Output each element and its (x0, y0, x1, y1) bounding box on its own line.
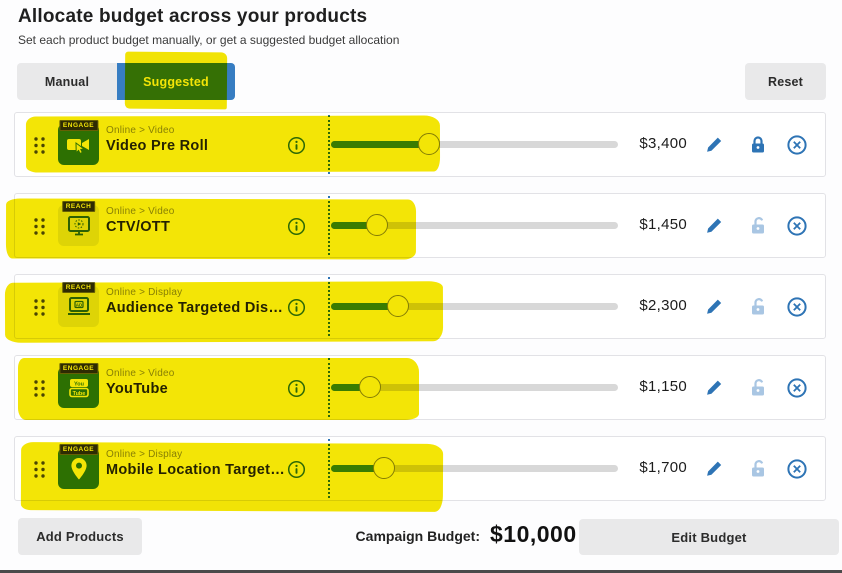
product-name: Mobile Location Target… (106, 462, 286, 478)
page-subtitle: Set each product budget manually, or get… (18, 33, 400, 47)
drag-handle-icon[interactable] (32, 298, 48, 317)
window-bottom-edge (0, 570, 842, 573)
info-icon[interactable] (287, 379, 306, 398)
remove-x-circle-icon[interactable] (786, 134, 808, 156)
budget-value: $2,300 (639, 297, 687, 314)
slider-fill (331, 133, 440, 155)
product-row: REACH Online > Video CTV/OTT $1,450 (14, 193, 826, 258)
lock-icon[interactable] (747, 377, 769, 399)
remove-x-circle-icon[interactable] (786, 215, 808, 237)
remove-x-circle-icon[interactable] (786, 377, 808, 399)
svg-text:You: You (74, 381, 84, 387)
product-name: CTV/OTT (106, 219, 171, 235)
youtube-icon: You Tube (67, 376, 91, 400)
remove-x-circle-icon[interactable] (786, 458, 808, 480)
campaign-budget-value: $10,000 (490, 521, 577, 547)
slider-handle[interactable] (358, 376, 381, 398)
budget-value: $1,450 (639, 216, 687, 233)
edit-pencil-icon[interactable] (703, 215, 725, 237)
edit-budget-button[interactable]: Edit Budget (579, 519, 839, 555)
slider-fill (331, 457, 396, 479)
engage-badge: ENGAGE (58, 444, 99, 455)
location-pin-icon (69, 457, 89, 481)
drag-handle-icon[interactable] (32, 217, 48, 236)
slider-fill (331, 214, 388, 236)
engage-badge: ENGAGE (58, 363, 99, 374)
budget-slider[interactable] (331, 295, 618, 317)
slider-handle[interactable] (417, 133, 440, 155)
lock-icon[interactable] (747, 215, 769, 237)
campaign-budget-label: Campaign Budget: (355, 528, 480, 544)
product-icon-tile: ENGAGE (58, 120, 99, 165)
product-name: Audience Targeted Dis… (106, 300, 284, 316)
info-icon[interactable] (287, 460, 306, 479)
lock-icon[interactable] (747, 458, 769, 480)
engage-badge: ENGAGE (58, 120, 99, 131)
budget-slider[interactable] (331, 133, 618, 155)
drag-handle-icon[interactable] (32, 460, 48, 479)
product-icon-tile: ENGAGE You Tube (58, 363, 99, 408)
product-row: REACH AD Online > Display Audience Targe… (14, 274, 826, 339)
reach-badge: REACH (61, 201, 96, 212)
remove-x-circle-icon[interactable] (786, 296, 808, 318)
laptop-ad-icon: AD (66, 296, 92, 318)
info-icon[interactable] (287, 298, 306, 317)
budget-divider-dotted-line (328, 277, 330, 336)
tv-play-icon (67, 215, 91, 237)
budget-value: $3,400 (639, 135, 687, 152)
svg-text:AD: AD (75, 302, 82, 307)
svg-text:Tube: Tube (72, 390, 85, 396)
budget-slider[interactable] (331, 214, 618, 236)
video-camera-icon (66, 134, 92, 156)
product-row: ENGAGE Online > Display Mobile Location … (14, 436, 826, 501)
product-icon-tile: REACH (58, 201, 99, 246)
info-icon[interactable] (287, 136, 306, 155)
product-row: ENGAGE You Tube Online > Video You Tube $1… (14, 355, 826, 420)
lock-icon[interactable] (747, 134, 769, 156)
edit-pencil-icon[interactable] (703, 458, 725, 480)
product-category: Online > Video (106, 206, 175, 217)
budget-divider-dotted-line (328, 358, 330, 417)
product-category: Online > Display (106, 449, 183, 460)
product-category: Online > Video (106, 368, 175, 379)
edit-pencil-icon[interactable] (703, 134, 725, 156)
slider-fill (331, 295, 410, 317)
slider-handle[interactable] (365, 214, 388, 236)
product-icon-tile: REACH AD (58, 282, 99, 327)
reset-button[interactable]: Reset (745, 63, 826, 100)
product-icon-tile: ENGAGE (58, 444, 99, 489)
product-category: Online > Display (106, 287, 183, 298)
edit-pencil-icon[interactable] (703, 296, 725, 318)
tab-manual[interactable]: Manual (17, 63, 117, 100)
edit-pencil-icon[interactable] (703, 377, 725, 399)
budget-slider[interactable] (331, 457, 618, 479)
product-category: Online > Video (106, 125, 175, 136)
slider-handle[interactable] (373, 457, 396, 479)
page-title: Allocate budget across your products (18, 6, 368, 27)
budget-divider-dotted-line (328, 439, 330, 498)
tab-suggested[interactable]: Suggested (117, 63, 235, 100)
product-name: YouTube (106, 381, 168, 397)
slider-fill (331, 376, 381, 398)
add-products-button[interactable]: Add Products (18, 518, 142, 555)
slider-handle[interactable] (387, 295, 410, 317)
product-name: Video Pre Roll (106, 138, 209, 154)
budget-divider-dotted-line (328, 196, 330, 255)
budget-slider[interactable] (331, 376, 618, 398)
lock-icon[interactable] (747, 296, 769, 318)
budget-value: $1,150 (639, 378, 687, 395)
drag-handle-icon[interactable] (32, 379, 48, 398)
drag-handle-icon[interactable] (32, 136, 48, 155)
info-icon[interactable] (287, 217, 306, 236)
reach-badge: REACH (61, 282, 96, 293)
budget-value: $1,700 (639, 459, 687, 476)
budget-divider-dotted-line (328, 115, 330, 174)
product-row: ENGAGE Online > Video Video Pre Roll $3,… (14, 112, 826, 177)
